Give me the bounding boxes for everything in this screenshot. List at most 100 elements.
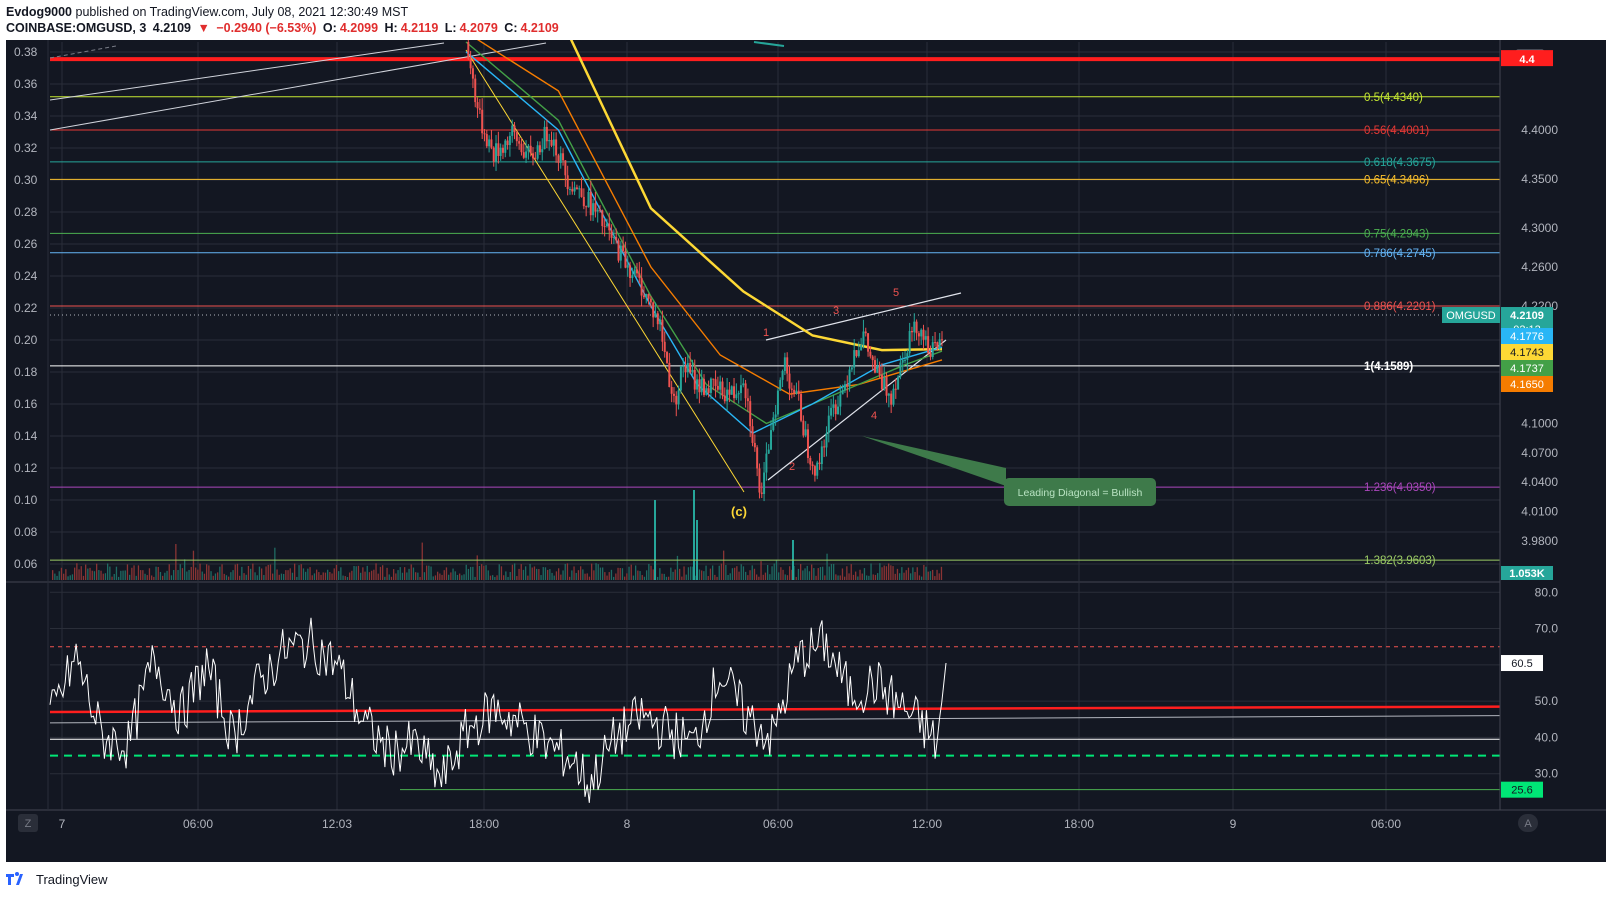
volume-bar xyxy=(298,565,300,580)
candle-body xyxy=(802,420,805,436)
volume-bar xyxy=(390,576,393,580)
volume-bar xyxy=(863,568,866,580)
candle-body xyxy=(529,145,532,154)
chart-canvas[interactable]: 0.5(4.4340) 0.56(4.4001) 0.618(4.3675) 0.65… xyxy=(6,40,1606,862)
zoom-button[interactable] xyxy=(18,814,38,832)
volume-bar xyxy=(936,569,938,580)
volume-bar xyxy=(714,574,716,580)
candle-body xyxy=(638,273,641,278)
volume-bar xyxy=(632,575,635,580)
volume-bar xyxy=(201,571,203,580)
volume-bar xyxy=(830,564,833,580)
rsi-low-badge xyxy=(1501,781,1543,798)
volume-bar xyxy=(410,564,412,580)
volume-bar xyxy=(291,572,294,580)
diagonal-lower xyxy=(767,339,947,481)
volume-bar xyxy=(186,571,188,580)
volume-bar xyxy=(441,574,443,580)
candle-body xyxy=(631,275,634,279)
volume-bar xyxy=(652,569,654,580)
candle-body xyxy=(647,294,650,299)
time-axis-tick: 18:00 xyxy=(469,817,499,831)
candle-body xyxy=(696,379,699,390)
low-value: 4.2079 xyxy=(459,21,498,35)
volume-bar xyxy=(923,564,925,580)
volume-bar xyxy=(146,575,148,580)
volume-bar xyxy=(102,573,104,580)
volume-bar xyxy=(892,566,894,580)
volume-bar xyxy=(305,571,307,580)
volume-bar xyxy=(448,574,450,580)
volume-bar xyxy=(476,555,478,580)
symbol-name[interactable]: COINBASE:OMGUSD, 3 xyxy=(6,21,147,35)
volume-bar xyxy=(296,576,298,580)
candle-body xyxy=(848,369,851,387)
volume-bar xyxy=(278,574,280,580)
volume-bar xyxy=(839,575,841,580)
volume-bar xyxy=(434,575,437,580)
volume-bar xyxy=(698,569,701,580)
volume-bar xyxy=(388,574,390,580)
candle-body xyxy=(871,356,874,361)
volume-bar xyxy=(745,571,747,580)
left-axis-tick: 0.32 xyxy=(14,141,38,155)
teal-segment xyxy=(753,41,785,47)
published-text: published on TradingView.com, July 08, 2… xyxy=(75,5,409,19)
volume-bar xyxy=(190,566,192,580)
rsi-line xyxy=(49,617,947,803)
ma-value-badge-text: 4.1776 xyxy=(1510,331,1544,343)
candle-body xyxy=(555,139,558,156)
volume-bar xyxy=(617,567,619,580)
candle-body xyxy=(522,152,525,158)
volume-bar xyxy=(690,566,692,580)
volume-bar xyxy=(459,573,461,580)
candle-body xyxy=(883,376,886,390)
volume-bar xyxy=(322,572,324,580)
annotations: 1 2 3 4 5 (c) Leading Diagonal = Bullish xyxy=(731,287,1156,519)
volume-bar xyxy=(230,572,232,580)
volume-spike xyxy=(654,500,656,580)
candle-body xyxy=(573,187,576,192)
author-name[interactable]: Evdog9000 xyxy=(6,5,73,19)
volume-bar xyxy=(91,570,93,580)
open-value: 4.2099 xyxy=(339,21,379,35)
price-badges: 4.4OMGUSD4.210902:124.17764.17434.17374.… xyxy=(1442,50,1553,798)
auto-scale-button[interactable] xyxy=(1518,814,1538,832)
candle-body xyxy=(564,160,567,176)
candle-body xyxy=(853,350,856,368)
volume-bar xyxy=(595,563,597,580)
candle-body xyxy=(610,230,613,238)
wave-label: 2 xyxy=(789,461,795,473)
volume-bar xyxy=(111,576,113,580)
volume-bar xyxy=(67,576,69,580)
volume-bar xyxy=(153,576,155,580)
tradingview-brand[interactable]: TradingView xyxy=(36,871,108,887)
volume-bar xyxy=(571,570,573,580)
tradingview-logo-icon[interactable] xyxy=(6,871,32,887)
candle-body xyxy=(843,384,846,390)
candle-body xyxy=(559,153,562,163)
candle-body xyxy=(904,359,907,361)
volume-bar xyxy=(135,575,137,580)
volume-bar xyxy=(670,567,672,580)
volume-bar xyxy=(309,567,311,580)
callout-box[interactable] xyxy=(1004,478,1156,506)
volume-bar xyxy=(907,567,910,580)
volume-bar xyxy=(804,568,806,580)
volume-bar xyxy=(357,565,360,580)
candle-body xyxy=(797,390,800,394)
chart-container[interactable]: 0.5(4.4340) 0.56(4.4001) 0.618(4.3675) 0.65… xyxy=(6,40,1606,862)
volume-bar xyxy=(283,573,285,580)
candle-body xyxy=(659,319,662,325)
volume-bar xyxy=(811,564,813,580)
volume-bar xyxy=(822,566,824,580)
volume-bar xyxy=(294,563,296,580)
candle-body xyxy=(832,404,835,408)
volume-bar xyxy=(547,569,549,580)
volume-bar xyxy=(155,566,157,580)
volume-bar xyxy=(613,576,615,580)
volume-bar xyxy=(835,574,837,580)
volume-bar xyxy=(219,566,221,580)
volume-bar xyxy=(674,569,676,580)
volume-bar xyxy=(564,563,566,580)
